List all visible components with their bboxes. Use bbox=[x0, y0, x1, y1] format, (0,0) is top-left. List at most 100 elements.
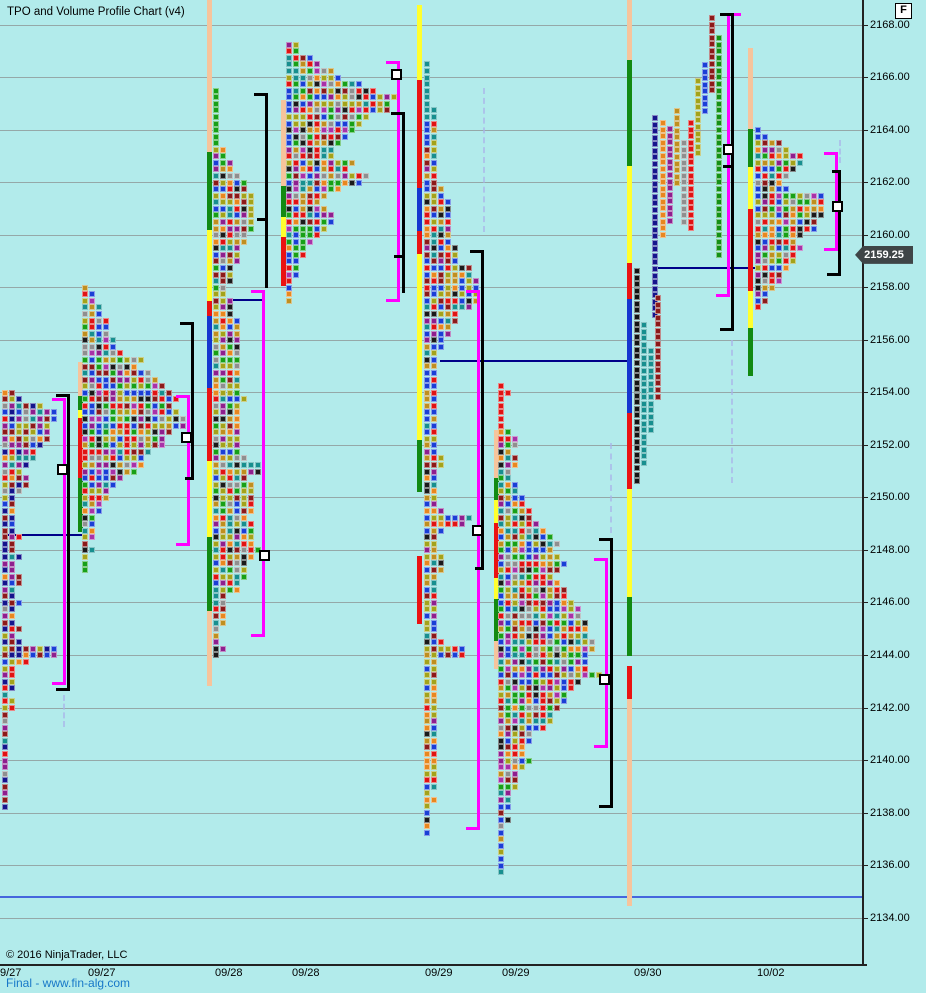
tpo-cell bbox=[314, 113, 321, 120]
tpo-cell bbox=[424, 107, 431, 114]
tpo-cell bbox=[431, 297, 438, 304]
tpo-cell bbox=[16, 402, 23, 409]
tpo-cell bbox=[431, 232, 438, 239]
tpo-cell bbox=[9, 659, 16, 666]
tpo-cell bbox=[575, 613, 582, 620]
tpo-cell bbox=[797, 219, 804, 226]
tpo-cell bbox=[307, 219, 314, 225]
tpo-cell bbox=[648, 387, 655, 394]
time-axis[interactable]: 9/27 09/27 09/28 09/28 09/29 09/29 09/30 10/02 bbox=[0, 965, 862, 983]
tpo-cell bbox=[424, 350, 431, 357]
tpo-cell bbox=[424, 678, 431, 685]
tpo-cell bbox=[286, 67, 293, 74]
tpo-cell bbox=[234, 501, 241, 508]
tpo-cell bbox=[286, 61, 293, 68]
tpo-cell bbox=[424, 159, 431, 166]
chart-panel-button[interactable]: F bbox=[895, 3, 912, 19]
tpo-cell bbox=[702, 81, 709, 88]
tpo-cell bbox=[533, 718, 540, 725]
tpo-cell bbox=[424, 547, 431, 554]
tpo-cell bbox=[554, 704, 561, 711]
session-state-line bbox=[748, 167, 753, 209]
price-axis-tick bbox=[862, 392, 868, 394]
tpo-cell bbox=[547, 718, 554, 725]
tpo-cell bbox=[220, 166, 227, 173]
tpo-cell bbox=[220, 586, 227, 593]
chart-plot-area[interactable] bbox=[0, 0, 862, 965]
price-axis[interactable]: F 2159.25 2168.00 2166.00 2164.00 2162.00 21… bbox=[855, 0, 926, 965]
tpo-cell bbox=[321, 74, 328, 81]
tpo-cell bbox=[431, 383, 438, 390]
tpo-cell bbox=[234, 494, 241, 501]
tpo-cell bbox=[2, 455, 9, 462]
session-state-line bbox=[207, 461, 212, 537]
tpo-cell bbox=[234, 245, 241, 252]
tpo-cell bbox=[575, 645, 582, 652]
tpo-cell bbox=[431, 534, 438, 541]
tpo-cell bbox=[213, 389, 220, 396]
tpo-cell bbox=[227, 435, 234, 442]
session-state-line bbox=[207, 230, 212, 301]
tpo-cell bbox=[505, 521, 512, 528]
tpo-cell bbox=[152, 402, 159, 409]
session-state-line bbox=[417, 440, 422, 492]
tpo-cell bbox=[293, 87, 300, 94]
tpo-cell bbox=[342, 120, 349, 127]
tpo-cell bbox=[241, 192, 248, 199]
tpo-cell bbox=[286, 199, 293, 206]
tpo-cell bbox=[498, 698, 505, 705]
tpo-cell bbox=[82, 350, 89, 357]
tpo-cell bbox=[424, 146, 431, 153]
tpo-cell bbox=[293, 173, 300, 180]
tpo-cell bbox=[213, 271, 220, 278]
tpo-cell bbox=[655, 334, 662, 341]
tpo-cell bbox=[519, 691, 526, 698]
tpo-cell bbox=[498, 829, 505, 836]
tpo-cell bbox=[314, 100, 321, 107]
tpo-cell bbox=[293, 140, 300, 147]
tpo-cell bbox=[213, 94, 220, 101]
tpo-cell bbox=[2, 698, 9, 705]
value-area-bracket-magenta-cap bbox=[251, 290, 265, 293]
tpo-cell bbox=[568, 606, 575, 613]
value-area-bracket-magenta-cap bbox=[52, 398, 66, 401]
tpo-cell bbox=[431, 724, 438, 731]
tpo-cell bbox=[755, 186, 762, 193]
tpo-cell bbox=[498, 593, 505, 600]
tpo-cell bbox=[227, 580, 234, 587]
tpo-cell bbox=[227, 317, 234, 324]
open-marker bbox=[57, 464, 68, 475]
tpo-cell bbox=[667, 171, 674, 178]
session-state-line bbox=[748, 209, 753, 291]
tpo-cell bbox=[180, 422, 187, 429]
tpo-cell bbox=[498, 691, 505, 698]
tpo-cell bbox=[797, 153, 804, 160]
tpo-cell bbox=[762, 284, 769, 291]
tpo-cell bbox=[220, 297, 227, 304]
tpo-cell bbox=[321, 133, 328, 140]
tpo-cell bbox=[307, 81, 314, 88]
tpo-cell bbox=[227, 488, 234, 495]
tpo-cell bbox=[227, 560, 234, 567]
tpo-cell bbox=[335, 120, 342, 127]
tpo-cell bbox=[335, 179, 342, 186]
tpo-cell bbox=[512, 744, 519, 751]
tpo-cell bbox=[755, 264, 762, 271]
watermark-link[interactable]: Final - www.fin-alg.com bbox=[6, 976, 131, 990]
tpo-cell bbox=[110, 481, 117, 488]
tpo-cell bbox=[220, 350, 227, 357]
tpo-cell bbox=[300, 199, 307, 206]
tpo-cell bbox=[286, 186, 293, 193]
tpo-cell bbox=[227, 343, 234, 350]
tpo-cell bbox=[96, 350, 103, 357]
tpo-cell bbox=[220, 173, 227, 180]
tpo-cell bbox=[2, 547, 9, 554]
price-axis-tick bbox=[862, 234, 868, 236]
tpo-cell bbox=[452, 317, 459, 324]
tpo-cell bbox=[776, 271, 783, 278]
tpo-cell bbox=[431, 324, 438, 331]
tpo-cell bbox=[424, 324, 431, 331]
price-axis-tick bbox=[862, 287, 868, 289]
tpo-cell bbox=[547, 606, 554, 613]
tpo-cell bbox=[648, 361, 655, 368]
